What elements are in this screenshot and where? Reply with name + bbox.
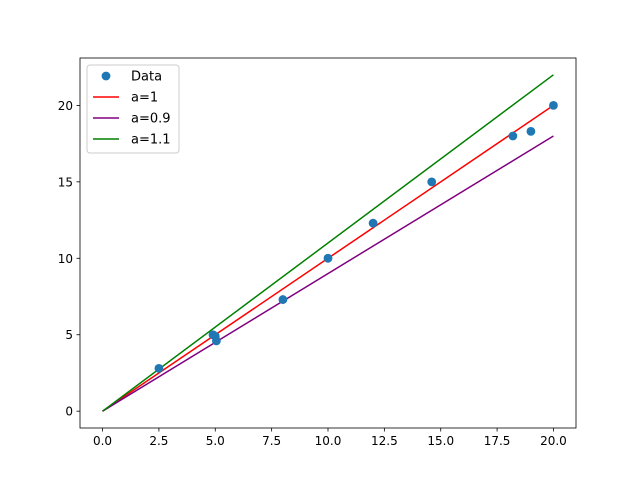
x-tick-label: 7.5 [262, 434, 281, 448]
plot-area [102, 74, 558, 412]
x-tick-label: 0.0 [93, 434, 112, 448]
x-tick-label: 5.0 [206, 434, 225, 448]
data-point [368, 218, 378, 228]
x-tick-label: 20.0 [540, 434, 567, 448]
x-tick-label: 15.0 [427, 434, 454, 448]
legend-label: Data [131, 70, 162, 85]
legend: Data a=1 a=0.9 a=1.1 [86, 64, 180, 154]
y-tick-label: 0 [65, 405, 73, 419]
data-point [212, 336, 221, 346]
legend-label: a=1 [131, 91, 158, 106]
series-line-a=1.1 [102, 74, 554, 412]
legend-label: a=1.1 [131, 133, 171, 148]
x-tick-label: 12.5 [371, 434, 398, 448]
legend-label: a=0.9 [131, 112, 171, 127]
y-tick-label: 10 [58, 252, 73, 266]
x-axis: 0.0 2.5 5.0 7.5 10.0 12.5 15.0 17.5 20.0 [93, 428, 567, 448]
data-point [508, 131, 518, 141]
y-tick-label: 15 [58, 175, 73, 189]
x-tick-label: 10.0 [315, 434, 342, 448]
legend-marker [101, 71, 111, 81]
series-line-a=0.9 [102, 135, 554, 412]
y-axis: 0 5 10 15 20 [58, 99, 80, 419]
data-point [278, 295, 288, 304]
data-point [154, 363, 164, 373]
data-point [526, 126, 536, 136]
legend-box [86, 64, 180, 154]
y-tick-label: 5 [65, 328, 73, 342]
y-tick-label: 20 [58, 99, 73, 113]
data-point [323, 253, 333, 263]
x-tick-label: 2.5 [149, 434, 168, 448]
data-point [427, 177, 437, 187]
data-point [549, 101, 558, 110]
x-tick-label: 17.5 [484, 434, 511, 448]
